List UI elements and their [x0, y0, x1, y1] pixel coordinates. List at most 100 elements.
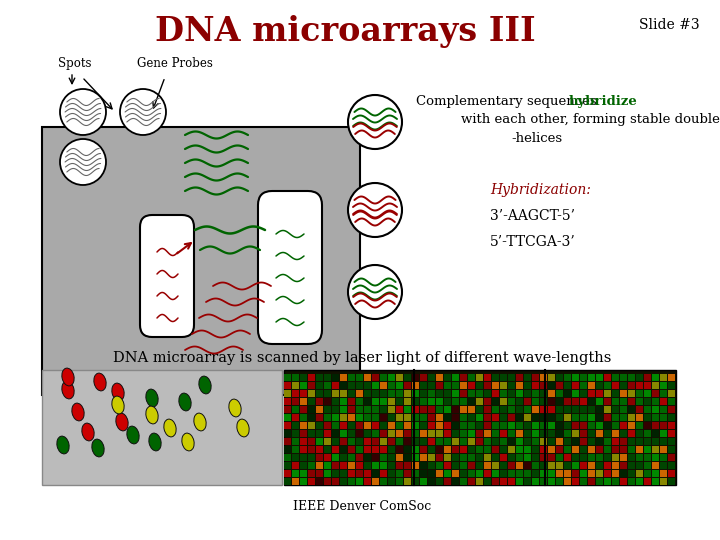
Bar [524, 374, 531, 381]
Bar [292, 462, 299, 469]
Bar [420, 470, 427, 477]
Bar [588, 406, 595, 413]
Ellipse shape [199, 376, 211, 394]
Bar [308, 430, 315, 437]
Bar [612, 382, 619, 389]
Bar [548, 470, 555, 477]
Bar [508, 470, 515, 477]
Bar [300, 398, 307, 405]
Bar [436, 462, 443, 469]
Bar [324, 374, 331, 381]
Bar [588, 422, 595, 429]
Bar [380, 382, 387, 389]
Bar [564, 414, 571, 421]
Bar [412, 390, 419, 397]
Bar [532, 462, 539, 469]
Bar [580, 374, 587, 381]
Bar [332, 382, 339, 389]
Bar [412, 438, 419, 445]
Ellipse shape [146, 389, 158, 407]
Bar [508, 382, 515, 389]
Bar [476, 414, 483, 421]
Bar [644, 422, 651, 429]
Bar [572, 414, 579, 421]
Bar [348, 478, 355, 485]
Bar [484, 382, 491, 389]
Bar [572, 438, 579, 445]
Bar [508, 454, 515, 461]
FancyBboxPatch shape [140, 215, 194, 337]
Bar [668, 406, 675, 413]
Text: Gene Probes: Gene Probes [137, 57, 213, 70]
Bar [636, 438, 643, 445]
Bar [324, 470, 331, 477]
Bar [404, 382, 411, 389]
Bar [556, 422, 563, 429]
Bar [652, 430, 659, 437]
Bar [292, 414, 299, 421]
Bar [572, 478, 579, 485]
Bar [300, 430, 307, 437]
Bar [516, 462, 523, 469]
Bar [436, 430, 443, 437]
Bar [452, 462, 459, 469]
Bar [284, 446, 291, 453]
Text: DNA microarray is scanned by laser light of different wave-lengths: DNA microarray is scanned by laser light… [113, 351, 611, 365]
Bar [476, 406, 483, 413]
Bar [308, 470, 315, 477]
Bar [356, 470, 363, 477]
Bar [620, 446, 627, 453]
Bar [420, 406, 427, 413]
Bar [524, 446, 531, 453]
Bar [540, 374, 547, 381]
Bar [508, 414, 515, 421]
Bar [404, 406, 411, 413]
Bar [508, 422, 515, 429]
Bar [516, 406, 523, 413]
Bar [340, 398, 347, 405]
Bar [556, 382, 563, 389]
Bar [436, 422, 443, 429]
Bar [436, 414, 443, 421]
Text: Spots: Spots [58, 57, 91, 70]
Bar [300, 382, 307, 389]
Bar [596, 478, 603, 485]
Bar [580, 446, 587, 453]
Bar [548, 382, 555, 389]
Bar [620, 438, 627, 445]
Bar [532, 470, 539, 477]
Bar [492, 390, 499, 397]
Bar [628, 430, 635, 437]
Bar [524, 422, 531, 429]
Bar [540, 406, 547, 413]
Bar [428, 374, 435, 381]
Bar [292, 454, 299, 461]
Bar [436, 438, 443, 445]
Text: 5’-TTCGA-3’: 5’-TTCGA-3’ [490, 235, 576, 249]
Bar [452, 478, 459, 485]
Bar [628, 414, 635, 421]
Bar [324, 430, 331, 437]
Bar [332, 454, 339, 461]
Bar [348, 454, 355, 461]
Bar [316, 478, 323, 485]
Bar [580, 422, 587, 429]
Bar [484, 422, 491, 429]
Bar [284, 382, 291, 389]
Bar [284, 406, 291, 413]
Bar [532, 422, 539, 429]
Bar [500, 422, 507, 429]
Bar [500, 454, 507, 461]
Bar [340, 406, 347, 413]
Bar [636, 374, 643, 381]
Bar [460, 398, 467, 405]
Bar [580, 430, 587, 437]
Bar [420, 398, 427, 405]
Circle shape [60, 139, 106, 185]
Bar [580, 438, 587, 445]
Bar [428, 478, 435, 485]
Bar [508, 398, 515, 405]
Bar [460, 446, 467, 453]
Bar [372, 478, 379, 485]
Bar [380, 414, 387, 421]
